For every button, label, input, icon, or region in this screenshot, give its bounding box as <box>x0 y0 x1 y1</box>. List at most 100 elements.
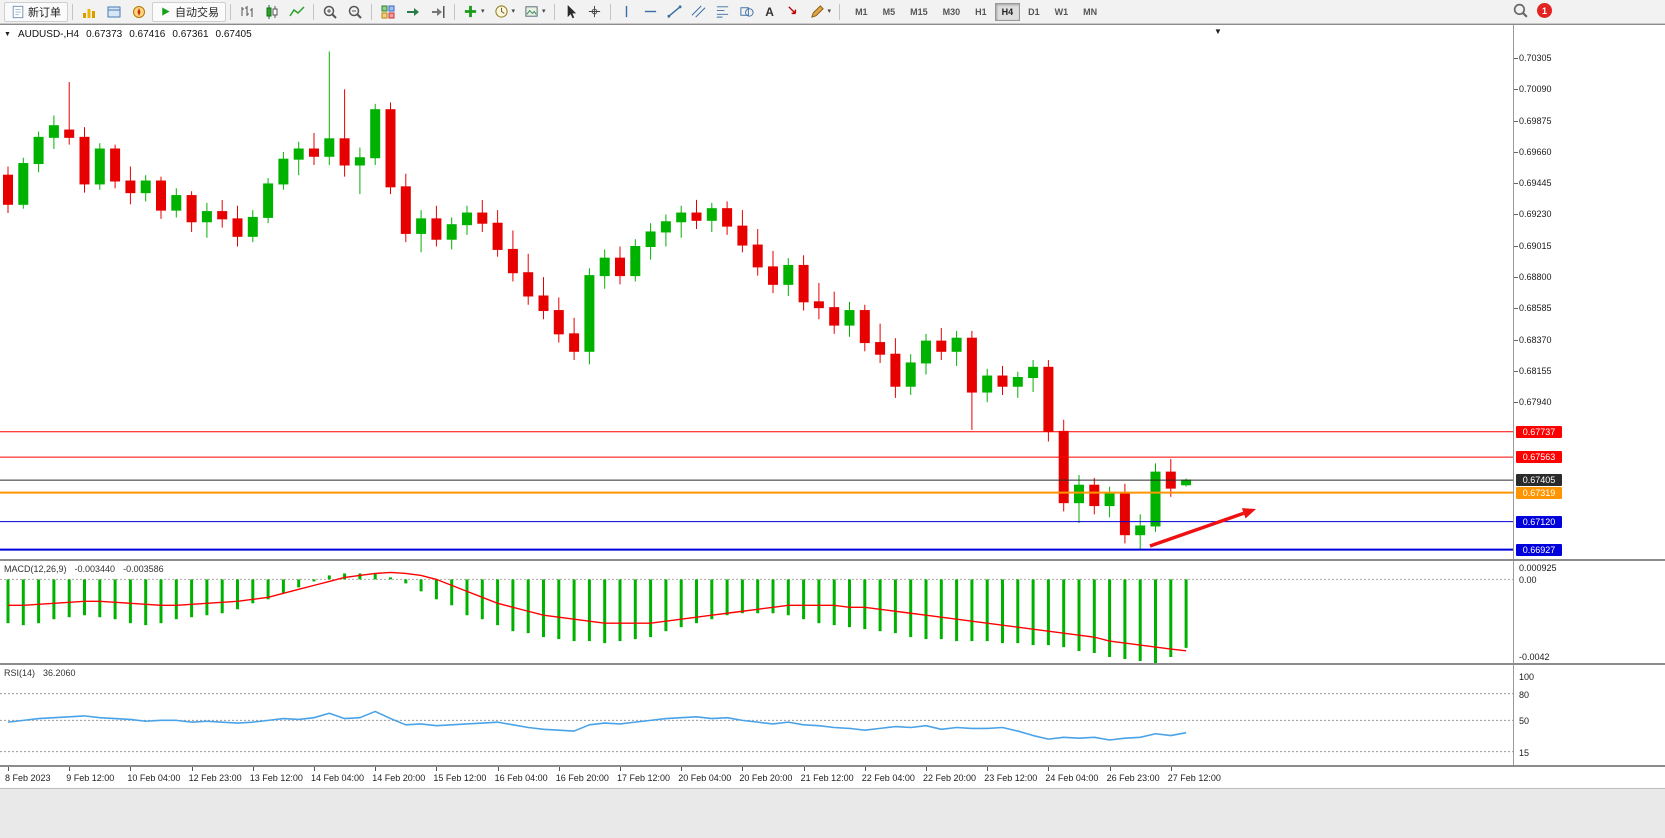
candle-body <box>921 340 931 364</box>
rsi-axis-label: 80 <box>1519 689 1530 700</box>
period-button[interactable]: ▾ <box>490 2 520 22</box>
candle-body <box>110 148 121 182</box>
price-axis-tick <box>1514 120 1518 122</box>
chart-shift-button[interactable] <box>426 2 450 22</box>
panel-divider-rsi[interactable] <box>0 663 1665 665</box>
fibonacci-tool-button[interactable] <box>711 2 734 22</box>
vertical-line-tool-button[interactable] <box>615 2 638 22</box>
tile-windows-button[interactable] <box>376 2 400 22</box>
timeframe-button-w1[interactable]: W1 <box>1048 3 1076 21</box>
navigator-button[interactable] <box>127 2 151 22</box>
candle-body <box>523 272 534 297</box>
rsi-name: RSI(14) <box>4 668 36 678</box>
ohlc-bars-icon <box>241 5 253 17</box>
price-axis-tick <box>1514 339 1518 341</box>
macd-panel[interactable] <box>0 561 1513 663</box>
candle-body <box>615 257 625 277</box>
timeframe-button-h4[interactable]: H4 <box>994 2 1021 21</box>
text-tool-icon: A <box>765 4 774 19</box>
time-axis-label: 15 Feb 12:00 <box>433 773 487 783</box>
horizontal-line-icon <box>644 10 656 13</box>
main-price-chart[interactable] <box>0 41 1513 559</box>
candle-body <box>875 342 886 355</box>
toolbar-separator <box>72 3 73 20</box>
candlestick-type-button[interactable] <box>260 2 284 22</box>
price-axis-label: 0.67940 <box>1519 397 1552 408</box>
toolbar-separator <box>839 3 841 20</box>
timeframe-button-m15[interactable]: M15 <box>903 3 935 21</box>
candle-body <box>706 208 717 221</box>
zoom-in-button[interactable] <box>318 2 342 22</box>
charts-menu-button[interactable] <box>77 2 101 22</box>
candle-body <box>293 148 304 160</box>
arrow-tool-button[interactable] <box>782 2 805 22</box>
candle-body <box>1119 493 1130 536</box>
timeframe-group: M1 M5 M15 M30 H1 H4 D1 W1 MN <box>848 2 1104 21</box>
profiles-button[interactable] <box>102 2 126 22</box>
fibonacci-icon <box>716 6 728 18</box>
draw-tools-dropdown-button[interactable]: ▾ <box>806 2 836 22</box>
zoom-out-button[interactable] <box>343 2 367 22</box>
time-axis-label: 13 Feb 12:00 <box>249 773 303 783</box>
price-axis-label: 0.70305 <box>1519 53 1552 64</box>
timeframe-button-mn[interactable]: MN <box>1076 3 1104 21</box>
panel-divider-macd[interactable] <box>0 559 1665 561</box>
macd-main-value: -0.003440 <box>74 564 116 574</box>
toolbar-separator <box>230 3 231 20</box>
autotrading-button[interactable]: 自动交易 <box>152 1 226 22</box>
horizontal-line-tool-button[interactable] <box>639 2 662 22</box>
time-axis-label: 24 Feb 04:00 <box>1045 773 1099 783</box>
search-icon[interactable] <box>1512 2 1529 19</box>
timeframe-button-h1[interactable]: H1 <box>968 3 994 21</box>
timeframe-button-d1[interactable]: D1 <box>1021 3 1047 21</box>
template-button[interactable]: ▾ <box>520 2 550 22</box>
cursor-button[interactable] <box>559 2 582 22</box>
time-axis[interactable]: 8 Feb 2023 9 Feb 12:00 10 Feb 04:00 12 Feb … <box>0 767 1665 789</box>
rsi-axis-label: 15 <box>1519 747 1530 758</box>
candle-body <box>263 183 274 218</box>
bar-chart-type-button[interactable] <box>235 2 259 22</box>
candle-body <box>156 180 166 211</box>
candle-body <box>247 216 258 237</box>
new-order-button[interactable]: 新订单 <box>4 1 68 22</box>
timeframe-button-m5[interactable]: M5 <box>876 3 903 21</box>
zoom-out-icon <box>348 5 362 19</box>
price-axis-label: 0.68585 <box>1519 303 1552 314</box>
candle-body <box>217 211 228 220</box>
charts-icon <box>83 8 95 18</box>
candle-body <box>94 148 105 185</box>
candle-body <box>462 212 472 226</box>
price-axis-tick <box>1514 58 1518 60</box>
candle-body <box>722 208 733 227</box>
candles-layer <box>3 51 1192 550</box>
line-chart-type-button[interactable] <box>285 2 309 22</box>
candle-body <box>737 225 748 246</box>
crosshair-button[interactable] <box>583 2 606 22</box>
time-axis-tick <box>314 767 315 771</box>
notification-badge[interactable]: 1 <box>1537 3 1552 18</box>
candle-body <box>1074 484 1084 504</box>
time-axis-label: 22 Feb 04:00 <box>861 773 915 783</box>
text-tool-button[interactable]: A <box>759 2 781 22</box>
candle-body <box>33 136 44 165</box>
time-axis-tick <box>742 767 744 771</box>
cursor-arrow-icon <box>567 4 576 19</box>
autotrading-label: 自动交易 <box>175 6 219 19</box>
channel-tool-button[interactable] <box>687 2 710 22</box>
macd-label: MACD(12,26,9) -0.003440 -0.003586 <box>4 564 164 574</box>
rsi-value: 36.2060 <box>43 668 76 678</box>
auto-scroll-button[interactable] <box>401 2 425 22</box>
timeframe-button-m30[interactable]: M30 <box>936 3 968 21</box>
symbol-dropdown-caret-icon[interactable]: ▼ <box>4 30 11 38</box>
ohlc-high: 0.67416 <box>129 28 166 40</box>
chart-shift-marker-icon[interactable]: ▼ <box>1214 27 1222 36</box>
trendline-tool-button[interactable] <box>663 2 686 22</box>
rsi-panel[interactable] <box>0 665 1513 765</box>
candle-body <box>936 340 947 352</box>
candle-body <box>354 157 365 166</box>
new-order-icon <box>12 5 24 18</box>
timeframe-button-m1[interactable]: M1 <box>848 3 875 21</box>
add-indicator-button[interactable]: ▾ <box>459 2 489 22</box>
zoom-in-icon <box>323 5 337 19</box>
shapes-tool-button[interactable] <box>735 2 758 22</box>
